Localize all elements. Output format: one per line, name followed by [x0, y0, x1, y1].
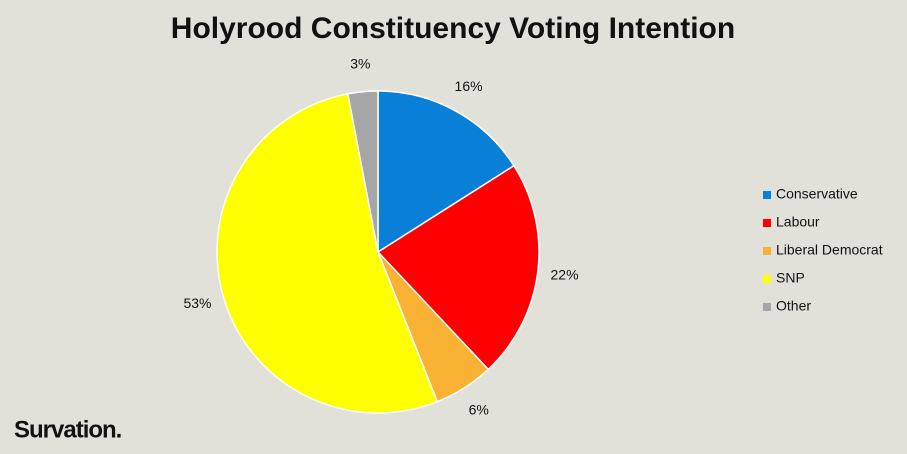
- data-label: 6%: [469, 401, 489, 417]
- chart-title: Holyrood Constituency Voting Intention: [171, 12, 735, 45]
- legend-swatch: [763, 275, 771, 283]
- legend-swatch: [763, 303, 771, 311]
- pie-slice: [376, 164, 540, 371]
- pie-slice: [377, 90, 515, 254]
- logo: Survation.: [14, 416, 122, 443]
- legend-label: Other: [776, 298, 811, 314]
- data-label: 53%: [183, 295, 211, 311]
- legend-label: SNP: [776, 270, 805, 286]
- legend-label: Conservative: [776, 186, 858, 202]
- data-label: 3%: [350, 56, 370, 72]
- legend-swatch: [763, 247, 771, 255]
- legend-swatch: [763, 191, 771, 199]
- legend-label: Liberal Democrat: [776, 242, 883, 258]
- legend-label: Labour: [776, 214, 820, 230]
- pie-slice: [346, 90, 379, 253]
- data-label: 22%: [551, 266, 579, 282]
- data-label: 16%: [455, 78, 483, 94]
- legend-swatch: [763, 219, 771, 227]
- pie-slice: [216, 92, 439, 414]
